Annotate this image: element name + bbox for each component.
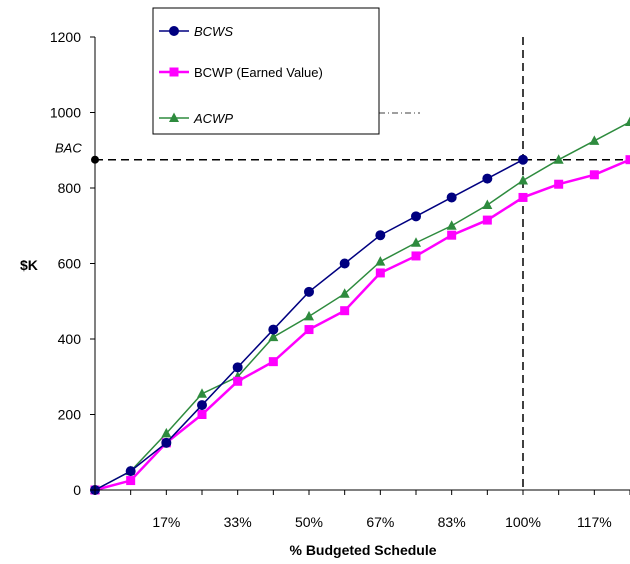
series-point — [169, 112, 179, 122]
series-point — [161, 437, 172, 448]
x-tick-label: 33% — [224, 514, 252, 530]
x-tick-label: 117% — [577, 514, 612, 530]
y-tick-label: 0 — [73, 482, 81, 498]
series-point — [232, 362, 243, 373]
x-tick-label: 50% — [295, 514, 323, 530]
series-point — [625, 116, 630, 126]
x-tick-label: 17% — [152, 514, 180, 530]
series-point — [375, 268, 385, 278]
series-bcwp-earned-value — [90, 155, 630, 495]
y-tick-label: 200 — [58, 407, 82, 423]
series-point — [197, 410, 207, 419]
series-point — [125, 466, 136, 477]
series-point — [233, 376, 243, 386]
y-tick-label: 800 — [58, 180, 82, 196]
series-point — [169, 67, 179, 77]
series-point — [375, 230, 386, 241]
series-point — [411, 237, 421, 247]
y-tick-label: 1200 — [50, 29, 81, 45]
series-point — [268, 357, 278, 367]
x-axis-title: % Budgeted Schedule — [289, 542, 436, 558]
legend-entry-label: BCWS — [194, 24, 233, 39]
axes: 0 200 400 600 800 1000 1200 17% 33% 50% 67% 83% 100%… — [20, 29, 630, 558]
y-axis-title: $K — [20, 257, 38, 273]
legend-entry-label: ACWP — [193, 111, 233, 126]
series-line — [94, 158, 630, 492]
series-point — [339, 258, 350, 269]
series-point — [589, 170, 599, 180]
series-point — [554, 179, 564, 189]
legend: BCWS BCWP (Earned Value) ACWP — [152, 7, 420, 135]
bac-label: BAC — [55, 141, 82, 156]
series-point — [411, 211, 421, 222]
series-point — [553, 154, 564, 164]
series-point — [482, 173, 493, 184]
series-line — [94, 121, 630, 491]
series-point — [161, 427, 172, 438]
series-point — [197, 388, 207, 398]
series-point — [340, 306, 350, 316]
series-point — [304, 286, 314, 297]
x-tick-label: 83% — [438, 514, 466, 530]
series-point — [375, 256, 386, 266]
series-point — [518, 154, 528, 165]
series-point — [304, 310, 314, 321]
series-point — [625, 155, 630, 165]
x-tick-label: 100% — [505, 514, 541, 530]
series-point — [169, 26, 179, 36]
legend-box — [152, 7, 380, 135]
x-tick-label: 67% — [366, 514, 394, 530]
plot-area: BAC — [55, 37, 630, 495]
series-point — [268, 324, 279, 335]
series-point — [304, 325, 314, 335]
legend-entry-label: BCWP (Earned Value) — [194, 65, 323, 80]
series-point — [268, 331, 279, 342]
series-point — [411, 251, 421, 261]
y-tick-label: 1000 — [50, 105, 81, 121]
series-point — [126, 476, 136, 486]
series-point — [446, 192, 457, 203]
series-point — [197, 400, 207, 411]
series-point — [482, 199, 493, 209]
series-bcws — [90, 154, 528, 495]
series-point — [518, 192, 528, 202]
series-point — [447, 230, 457, 240]
series-point — [518, 174, 528, 185]
series-point — [446, 220, 457, 230]
series-point — [339, 288, 350, 298]
series-point — [589, 135, 600, 145]
y-tick-label: 400 — [58, 331, 82, 347]
series-point — [482, 215, 492, 225]
y-tick-label: 600 — [58, 256, 82, 272]
